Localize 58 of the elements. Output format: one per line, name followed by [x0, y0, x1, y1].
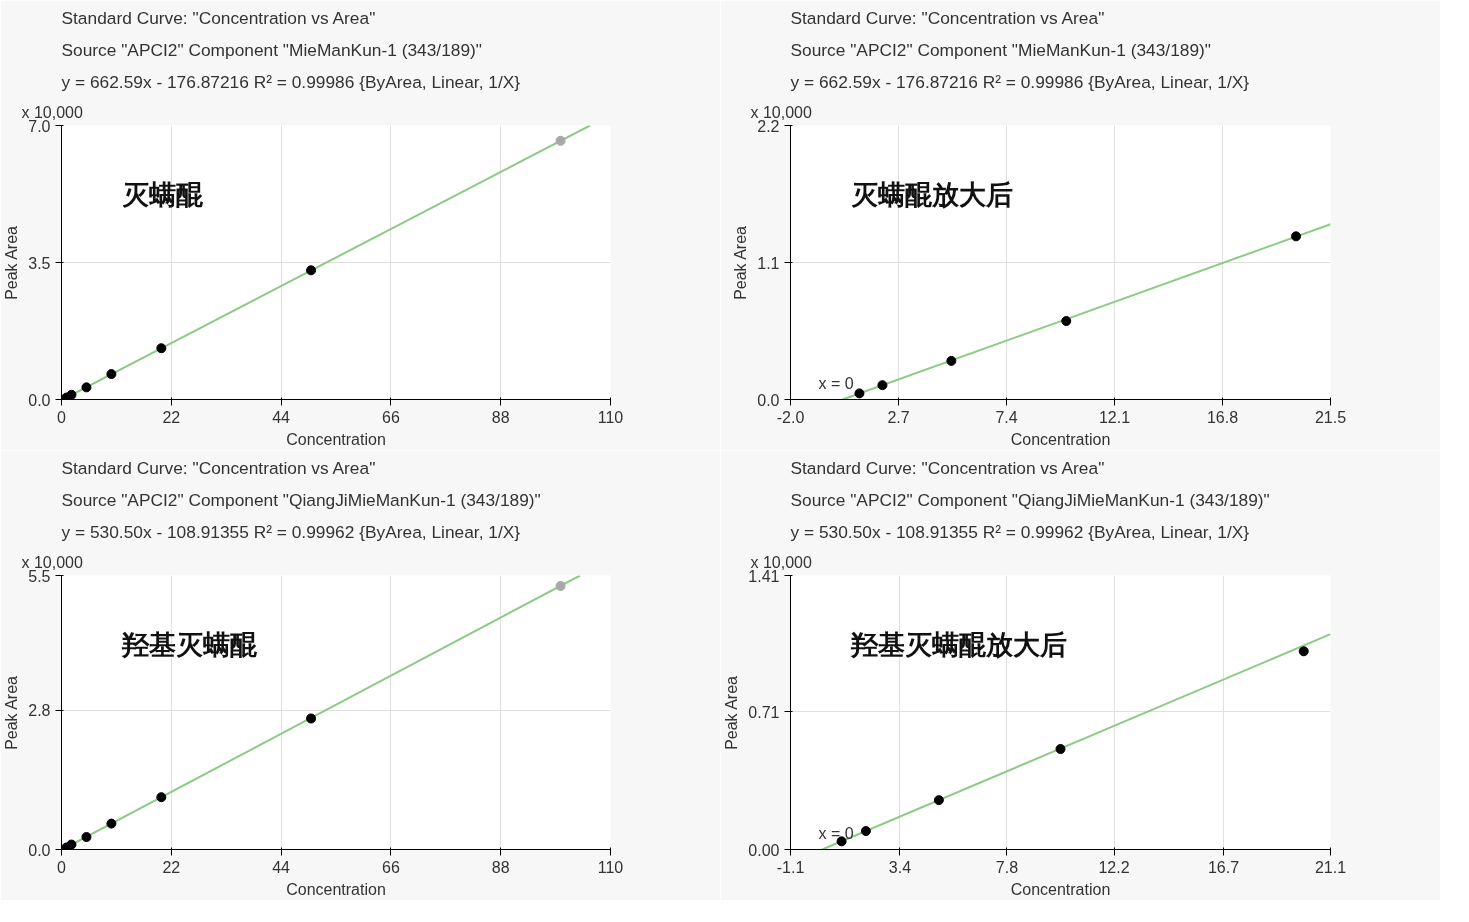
x-tick-label: 44: [272, 858, 291, 876]
x-tick-label: 44: [272, 408, 291, 426]
y-tick-label: 0.00: [748, 841, 780, 859]
x-tick-label: 22: [162, 858, 181, 876]
x-tick-label: 110: [597, 858, 624, 876]
x-tick-label: 88: [491, 408, 510, 426]
x-tick-label: 66: [382, 408, 400, 426]
y-axis-title: Peak Area: [3, 225, 21, 300]
x-axis-title: Concentration: [286, 880, 386, 898]
y-axis-title: Peak Area: [3, 675, 21, 750]
annotation: 灭螨醌: [121, 179, 204, 210]
y-axis-title: Peak Area: [732, 225, 750, 300]
y-axis-title: Peak Area: [723, 675, 741, 750]
annotation: 羟基灭螨醌放大后: [849, 629, 1067, 660]
y-tick-label: 1.1: [757, 254, 780, 272]
x-tick-label: 22: [162, 408, 181, 426]
x-axis-title: Concentration: [1010, 430, 1111, 448]
x-tick-label: -2.0: [776, 408, 805, 426]
chart-subtitle: Source "APCI2" Component "MieManKun-1 (343/189)": [61, 39, 482, 60]
annotation: x = 0: [818, 374, 854, 392]
x-tick-label: 12.1: [1098, 408, 1131, 426]
text: y = 662.59x - 176.87216 R² = 0.99986 {ByArea, Linear, 1/X}: [61, 71, 521, 92]
chart-title: Standard Curve: "Concentration vs Area": [790, 7, 1105, 28]
chart-subtitle: Source "APCI2" Component "QiangJiMieManKun-1 (343/189)": [61, 489, 541, 510]
x-tick-label: 0: [57, 408, 67, 426]
x-tick-label: 21.1: [1314, 858, 1347, 876]
x-axis-title: Concentration: [286, 430, 386, 448]
text: y = 530.50x - 108.91355 R² = 0.99962 {ByArea, Linear, 1/X}: [61, 521, 521, 542]
text: y = 530.50x - 108.91355 R² = 0.99962 {ByArea, Linear, 1/X}: [790, 521, 1250, 542]
y-tick-label: 0.0: [757, 391, 780, 409]
annotation: 羟基灭螨醌: [120, 629, 258, 660]
x-tick-label: 88: [491, 858, 510, 876]
x-tick-label: 7.8: [995, 858, 1019, 876]
y-tick-label: 0.71: [748, 703, 780, 721]
x-tick-label: -1.1: [776, 858, 805, 876]
chart-title: Standard Curve: "Concentration vs Area": [790, 457, 1105, 478]
x-axis-title: Concentration: [1010, 880, 1111, 898]
chart-title: Standard Curve: "Concentration vs Area": [61, 7, 376, 28]
x-tick-label: 7.4: [995, 408, 1018, 426]
annotation: x = 0: [818, 824, 854, 842]
y-tick-label: 0.0: [28, 391, 51, 409]
chart-subtitle: Source "APCI2" Component "QiangJiMieManKun-1 (343/189)": [790, 489, 1270, 510]
y-tick-label: 2.8: [28, 702, 51, 720]
x-tick-label: 2.7: [887, 408, 910, 426]
x-tick-label: 16.7: [1207, 858, 1240, 876]
y-tick-label: 3.5: [28, 254, 51, 272]
chart-title: Standard Curve: "Concentration vs Area": [61, 457, 376, 478]
x-tick-label: 12.2: [1098, 858, 1130, 876]
x-tick-label: 110: [597, 408, 624, 426]
x-tick-label: 16.8: [1206, 408, 1239, 426]
text: y = 662.59x - 176.87216 R² = 0.99986 {ByArea, Linear, 1/X}: [790, 71, 1250, 92]
x-tick-label: 21.5: [1314, 408, 1347, 426]
x-tick-label: 0: [57, 858, 67, 876]
x-tick-label: 66: [382, 858, 400, 876]
chart-subtitle: Source "APCI2" Component "MieManKun-1 (343/189)": [790, 39, 1211, 60]
y-tick-label: 0.0: [28, 841, 51, 859]
x-tick-label: 3.4: [888, 858, 912, 876]
annotation: 灭螨醌放大后: [850, 179, 1013, 210]
